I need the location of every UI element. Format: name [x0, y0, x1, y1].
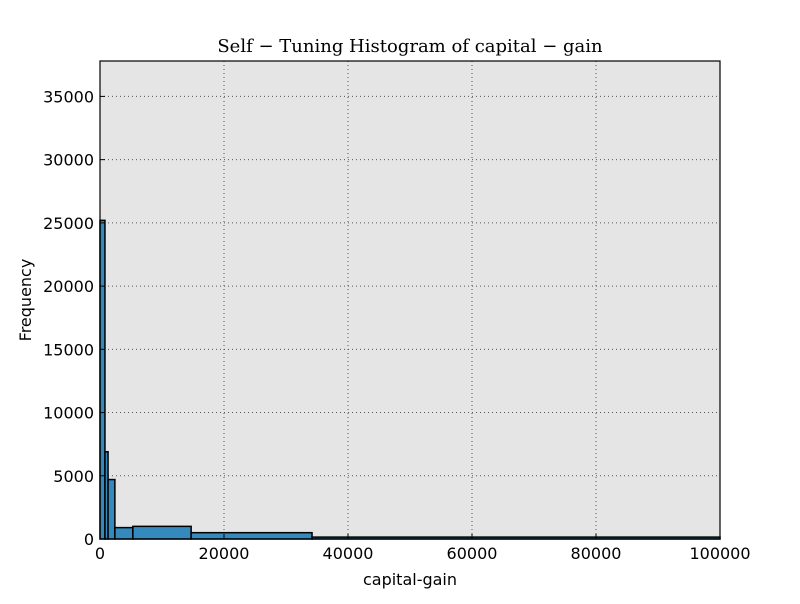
ticks: 0 5000 10000 15000 20000 25000 30000 35000 0 2000… — [43, 87, 750, 563]
bar — [190, 531, 313, 540]
y-tick-label: 20000 — [43, 277, 94, 296]
y-axis-label: Frequency — [16, 259, 35, 342]
bar — [107, 478, 116, 540]
x-tick-label: 80000 — [571, 544, 622, 563]
bar — [114, 526, 134, 540]
y-tick-label: 30000 — [43, 151, 94, 170]
x-tick-label: 0 — [95, 544, 105, 563]
y-tick-label: 0 — [84, 530, 94, 549]
x-tick-label: 20000 — [199, 544, 250, 563]
y-tick-label: 10000 — [43, 404, 94, 423]
y-tick-label: 5000 — [53, 467, 94, 486]
y-tick-label: 25000 — [43, 214, 94, 233]
plot-background — [100, 61, 720, 539]
x-tick-label: 100000 — [689, 544, 750, 563]
chart-title: Self − Tuning Histogram of capital − gai… — [217, 36, 603, 57]
x-tick-label: 40000 — [323, 544, 374, 563]
bar — [132, 525, 192, 540]
x-axis-label: capital-gain — [363, 570, 457, 589]
y-tick-label: 15000 — [43, 340, 94, 359]
plot-frame — [99, 60, 721, 540]
x-tick-label: 60000 — [447, 544, 498, 563]
y-tick-label: 35000 — [43, 87, 94, 106]
